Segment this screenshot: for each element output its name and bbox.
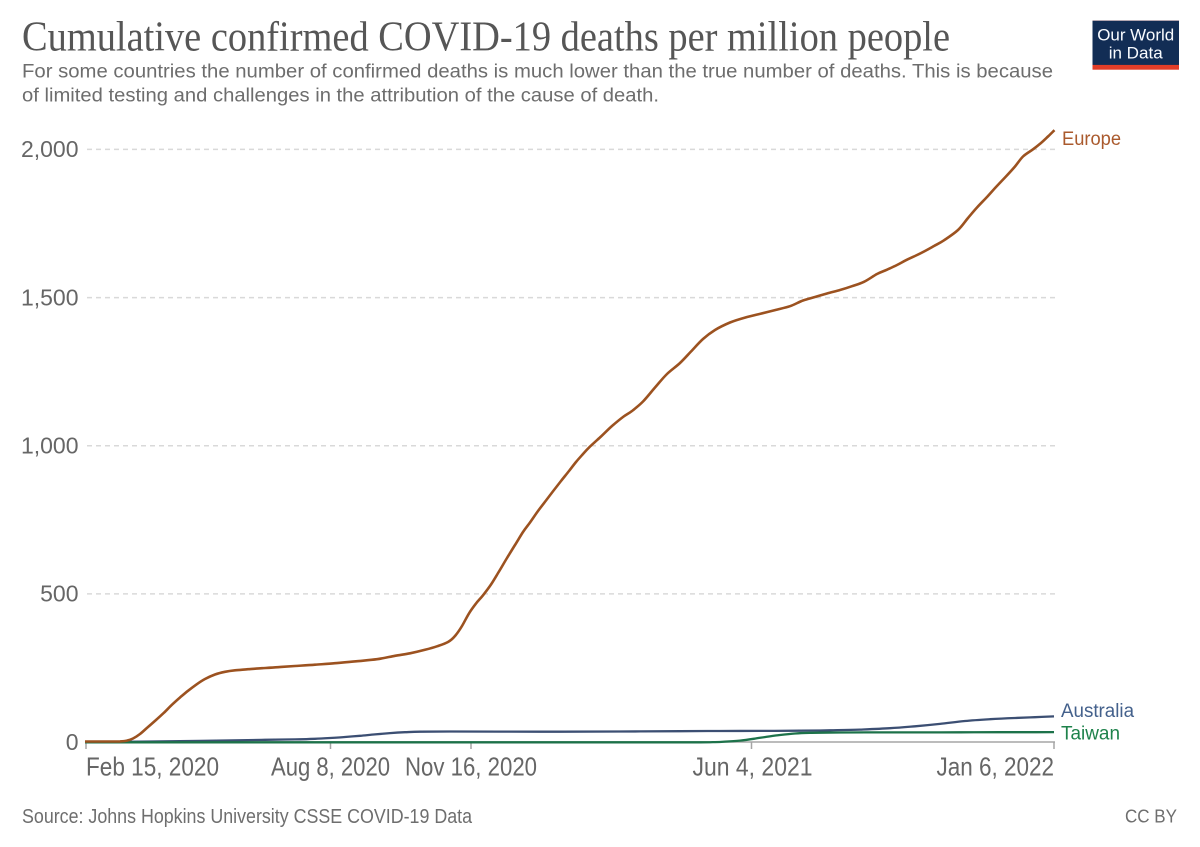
svg-text:0: 0 bbox=[66, 729, 79, 755]
svg-text:1,000: 1,000 bbox=[21, 433, 79, 459]
svg-text:2,000: 2,000 bbox=[21, 136, 79, 162]
svg-text:of limited testing and challen: of limited testing and challenges in the… bbox=[22, 85, 659, 106]
svg-text:Taiwan: Taiwan bbox=[1061, 723, 1120, 744]
svg-text:Aug 8, 2020: Aug 8, 2020 bbox=[271, 751, 390, 781]
svg-text:Australia: Australia bbox=[1061, 701, 1134, 722]
svg-text:Jan 6, 2022: Jan 6, 2022 bbox=[937, 751, 1055, 781]
svg-text:Nov 16, 2020: Nov 16, 2020 bbox=[405, 751, 537, 781]
svg-text:Our World: Our World bbox=[1097, 26, 1174, 45]
svg-text:Feb 15, 2020: Feb 15, 2020 bbox=[86, 751, 219, 781]
svg-text:1,500: 1,500 bbox=[21, 284, 79, 310]
svg-text:Cumulative confirmed COVID-19: Cumulative confirmed COVID-19 deaths per… bbox=[22, 15, 950, 61]
svg-text:Source: Johns Hopkins Universi: Source: Johns Hopkins University CSSE CO… bbox=[22, 806, 473, 828]
svg-text:Jun 4, 2021: Jun 4, 2021 bbox=[693, 751, 813, 781]
svg-text:500: 500 bbox=[40, 581, 78, 607]
svg-text:Europe: Europe bbox=[1062, 129, 1121, 150]
svg-text:CC BY: CC BY bbox=[1125, 807, 1177, 827]
svg-text:For some countries the number: For some countries the number of confirm… bbox=[22, 62, 1053, 83]
svg-text:in Data: in Data bbox=[1109, 44, 1164, 63]
